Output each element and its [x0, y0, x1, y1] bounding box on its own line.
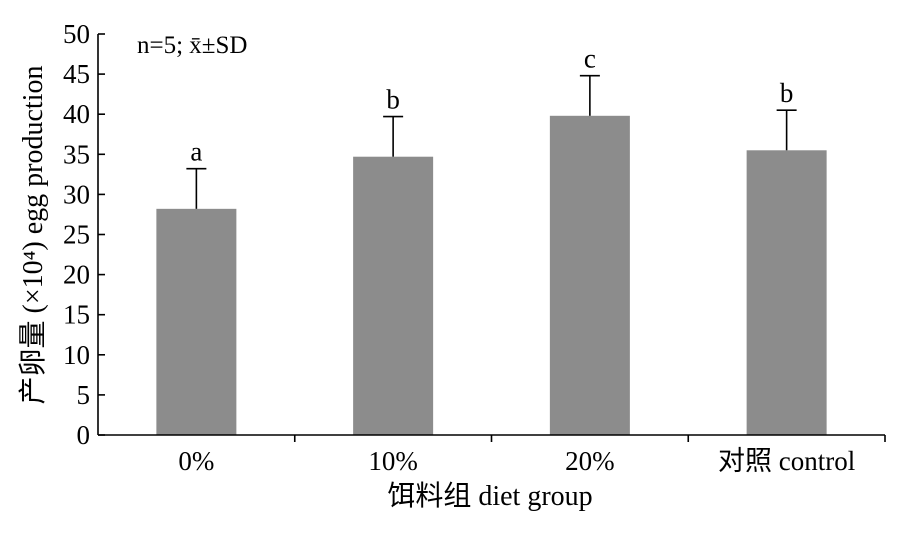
y-tick-label: 25	[63, 220, 90, 250]
x-tick-label: 0%	[178, 446, 214, 476]
x-axis-title: 饵料组 diet group	[387, 480, 592, 512]
y-tick-label: 20	[63, 260, 90, 290]
x-tick-label: 10%	[368, 446, 418, 476]
y-tick-label: 0	[77, 420, 91, 450]
bars-group	[156, 115, 827, 436]
y-tick-label: 40	[63, 99, 90, 129]
error-bars-group	[186, 74, 797, 209]
significance-label: b	[780, 78, 794, 108]
bar	[353, 156, 434, 435]
y-tick-label: 35	[63, 139, 90, 169]
y-tick-label: 30	[63, 179, 90, 209]
y-axis: 0 5 10 15 20 25 30 35 40 45 50	[63, 19, 105, 450]
significance-label: a	[190, 137, 202, 167]
significance-label: b	[386, 85, 400, 115]
y-tick-label: 10	[63, 340, 90, 370]
significance-label: c	[584, 44, 596, 74]
x-axis: 0% 10% 20% 对照 control	[98, 434, 886, 476]
bar	[746, 150, 827, 436]
significance-labels-group: a b c b	[190, 44, 793, 167]
y-tick-label: 50	[63, 19, 90, 49]
x-tick-label: 20%	[565, 446, 615, 476]
bar	[156, 208, 237, 435]
y-tick-label: 5	[77, 380, 91, 410]
chart-annotation: n=5; x̄±SD	[137, 32, 247, 59]
y-tick-label: 45	[63, 59, 90, 89]
y-tick-label: 15	[63, 300, 90, 330]
y-axis-title: 产卵量 (×10⁴) egg production	[17, 66, 49, 405]
x-tick-label: 对照 control	[718, 446, 855, 476]
bar	[549, 115, 630, 435]
